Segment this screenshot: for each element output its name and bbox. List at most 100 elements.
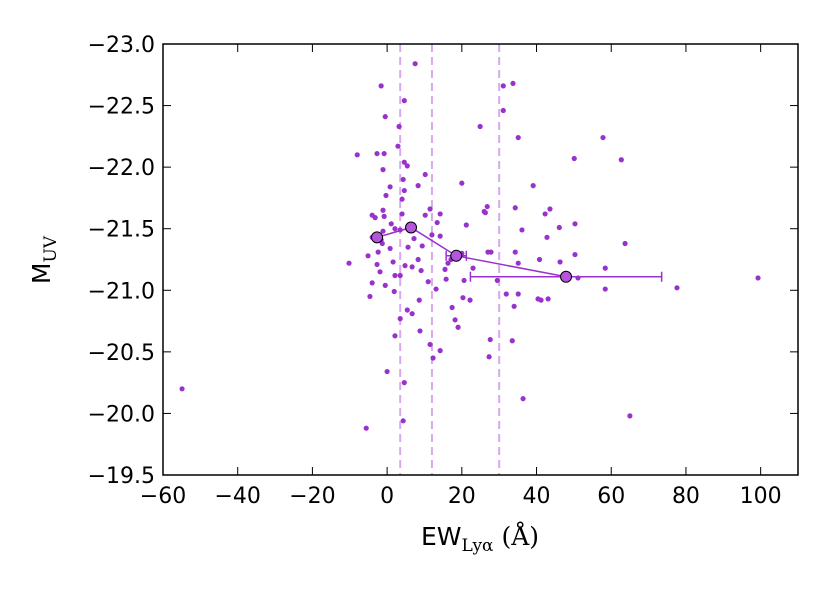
y-tick-label: −20.5 [88,341,155,366]
data-point [622,240,628,247]
data-point [397,272,403,279]
data-point [500,107,506,114]
data-point [401,380,407,386]
x-tick-label: 100 [740,484,782,509]
data-point [515,260,521,266]
binned-point [450,249,463,262]
data-point [382,114,388,120]
data-point [602,265,608,271]
data-point [380,228,386,234]
y-tick-label: −20.0 [88,402,155,427]
data-point [511,303,517,309]
data-point [404,307,410,313]
data-point [556,224,562,231]
y-tick-label: −19.5 [88,464,155,489]
data-point [482,210,488,216]
data-point [380,207,386,213]
data-point [572,251,578,258]
data-point [515,291,521,297]
data-point [411,235,417,242]
data-point [427,341,433,348]
data-point [365,253,371,259]
data-point [452,317,458,323]
data-point [372,215,378,221]
data-point [401,98,407,104]
data-point [460,295,466,301]
data-point [390,259,396,265]
data-point [433,286,439,292]
data-point [422,171,428,178]
data-point [381,150,387,157]
data-point [399,196,405,202]
data-point [374,150,380,157]
data-point [572,221,578,227]
data-point [674,285,680,291]
x-tick-label: 60 [597,484,625,509]
data-point [367,293,373,300]
data-point [461,277,467,284]
data-point [412,61,418,67]
y-axis-label: MUV [27,235,61,284]
data-point [519,227,525,233]
data-point [503,291,509,297]
data-point [392,272,398,279]
binned-point [405,221,418,234]
data-point [538,297,544,303]
data-point [401,187,407,194]
y-tick-label: −21.0 [88,279,155,304]
x-label-sub: Lyα [461,536,494,556]
data-point [459,180,465,186]
x-tick-label: 0 [380,484,394,509]
data-point [387,245,393,252]
y-tick-label: −23.0 [88,33,155,58]
binned-point [371,231,384,244]
data-point [520,396,526,402]
x-label-main: EW [421,522,462,551]
y-label-main: M [27,263,56,285]
y-tick-label: −21.5 [88,218,155,243]
data-point [392,333,398,339]
data-point [463,222,469,228]
y-tick-label: −22.0 [88,156,155,181]
data-point [509,338,515,344]
data-point [392,226,398,232]
data-point [571,155,577,162]
data-point [382,282,388,288]
data-point [404,163,410,169]
data-point [547,206,553,212]
data-point [418,267,424,274]
data-point [600,134,606,141]
data-point [397,316,403,322]
data-point [470,265,476,271]
data-point [391,288,397,295]
data-point [401,159,407,165]
data-point [400,418,406,424]
data-point [399,211,405,217]
data-point [415,183,421,189]
data-point [449,304,455,311]
data-point [378,83,384,89]
data-point [530,183,536,189]
data-point [437,233,443,239]
data-point [430,355,436,361]
data-point [536,256,543,263]
data-point [510,80,516,87]
data-point [422,212,428,218]
data-point [400,176,406,183]
data-point [381,213,387,219]
data-point [602,286,608,292]
data-point [405,244,411,250]
data-point [374,261,380,268]
data-point [346,260,352,266]
data-point [425,279,431,285]
y-tick-label: −22.5 [88,95,155,120]
data-point [557,259,563,265]
binned-point [560,270,573,283]
data-point [487,336,493,343]
data-point [443,276,449,282]
data-point [488,249,494,255]
data-point [486,354,492,360]
data-point [419,243,425,249]
data-point [416,297,422,303]
